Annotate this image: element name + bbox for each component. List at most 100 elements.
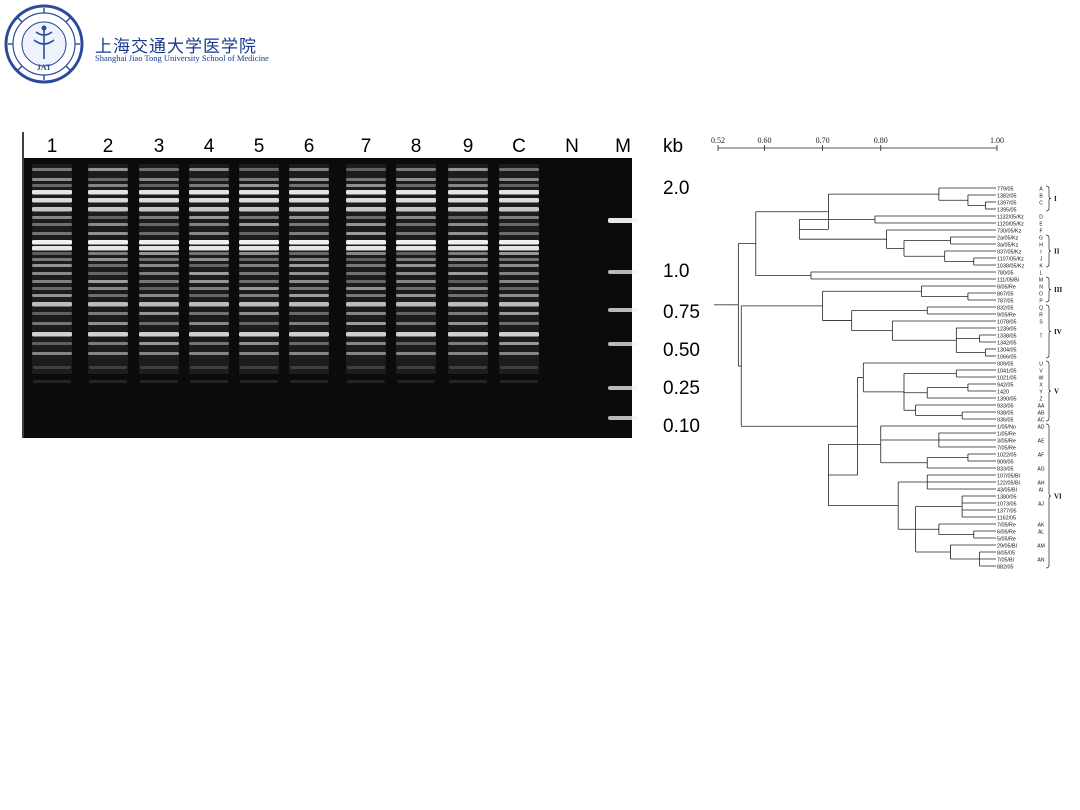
isolate-label: 7/05/Re: [997, 522, 1016, 528]
gel-band: [239, 232, 279, 235]
gel-band: [346, 352, 386, 355]
isolate-label: 938/05: [997, 410, 1014, 416]
gel-band: [88, 168, 128, 171]
gel-band: [396, 246, 436, 251]
gel-band: [239, 246, 279, 251]
gel-band: [189, 332, 229, 337]
gel-band: [448, 280, 488, 283]
gel-band: [189, 240, 229, 245]
gel-band: [396, 272, 436, 275]
gel-band: [289, 216, 329, 219]
gel-band: [499, 223, 539, 226]
isolate-label: 787/05: [997, 298, 1014, 304]
gel-band: [32, 216, 72, 219]
gel-band: [396, 352, 436, 355]
pattern-code-label: Q: [1039, 305, 1043, 311]
gel-band: [396, 240, 436, 245]
school-name-chinese: 上海交通大学医学院: [95, 37, 257, 57]
gel-band: [32, 258, 72, 261]
gel-band: [346, 342, 386, 345]
gel-band: [88, 280, 128, 283]
lane-label: 4: [204, 136, 215, 157]
gel-band: [189, 302, 229, 307]
gel-band: [189, 207, 229, 212]
gel-band: [189, 287, 229, 290]
gel-band: [499, 294, 539, 297]
gel-band: [499, 232, 539, 235]
lane-label: 3: [154, 136, 165, 157]
gel-band: [346, 312, 386, 315]
gel-band: [239, 332, 279, 337]
isolate-label: 909/05: [997, 361, 1014, 367]
gel-band: [499, 272, 539, 275]
pattern-code-label: AA: [1038, 403, 1045, 409]
marker-band: [608, 218, 638, 223]
isolate-label: 867/05: [997, 291, 1014, 297]
pattern-code-label: M: [1039, 277, 1043, 283]
pattern-code-label: AJ: [1038, 501, 1044, 507]
isolate-label: 7/05/Bl: [997, 557, 1014, 563]
gel-band: [189, 190, 229, 195]
gel-band: [346, 240, 386, 245]
scale-tick-label: 0.52: [711, 136, 725, 145]
isolate-label: 9/05/Re: [997, 312, 1016, 318]
gel-band: [139, 258, 179, 261]
pattern-code-label: F: [1039, 228, 1042, 234]
gel-lane: [608, 218, 638, 420]
pattern-code-label: U: [1039, 361, 1043, 367]
gel-band: [448, 252, 488, 255]
gel-band: [290, 366, 328, 369]
isolate-label: 1380/05: [997, 494, 1017, 500]
gel-band: [499, 216, 539, 219]
gel-band: [89, 380, 127, 383]
gel-band: [32, 280, 72, 283]
gel-band: [499, 258, 539, 261]
pattern-code-label: N: [1039, 284, 1043, 290]
gel-band: [32, 178, 72, 181]
isolate-label: 730/05/Kz: [997, 228, 1022, 234]
isolate-label: 111/05/Bl: [997, 277, 1019, 283]
marker-band: [608, 270, 638, 274]
gel-band: [499, 252, 539, 255]
marker-size-label: 0.50: [663, 340, 700, 361]
gel-band: [88, 352, 128, 355]
pattern-code-label: W: [1039, 375, 1044, 381]
pattern-code-label: A: [1039, 186, 1043, 192]
gel-band: [346, 198, 386, 203]
gel-band: [289, 322, 329, 325]
isolate-label: 2a/05/Kz: [997, 235, 1019, 241]
pattern-code-label: Z: [1039, 396, 1042, 402]
pattern-code-label: J: [1040, 256, 1043, 262]
gel-band: [289, 184, 329, 187]
gel-band: [32, 232, 72, 235]
isolate-label: 1066/05: [997, 354, 1017, 360]
gel-band: [346, 294, 386, 297]
pattern-code-label: V: [1039, 368, 1043, 374]
gel-band: [448, 352, 488, 355]
gel-band: [88, 190, 128, 195]
gel-band: [449, 380, 487, 383]
isolate-label: 1/05/No: [997, 424, 1016, 430]
school-name-english: Shanghai Jiao Tong University School of …: [95, 53, 269, 63]
lane-label: 7: [361, 136, 372, 157]
isolate-label: 942/05: [997, 382, 1014, 388]
dendrogram-figure: 0.52 0.60 0.70 0.80 1.00 779/05 A 1382/05 B 1397…: [710, 132, 1070, 572]
gel-band: [32, 190, 72, 195]
gel-band: [239, 322, 279, 325]
gel-band: [189, 198, 229, 203]
gel-band: [448, 190, 488, 195]
gel-band: [449, 366, 487, 369]
isolate-label: 3/05/Re: [997, 438, 1016, 444]
gel-band: [396, 223, 436, 226]
gel-band: [396, 252, 436, 255]
gel-band: [189, 216, 229, 219]
gel-band: [346, 280, 386, 283]
gel-band: [448, 246, 488, 251]
gel-band: [289, 258, 329, 261]
gel-band: [139, 207, 179, 212]
isolate-label: 1120/05/Kz: [997, 221, 1024, 227]
gel-band: [346, 258, 386, 261]
gel-band: [499, 287, 539, 290]
gel-band: [189, 272, 229, 275]
gel-band: [32, 302, 72, 307]
